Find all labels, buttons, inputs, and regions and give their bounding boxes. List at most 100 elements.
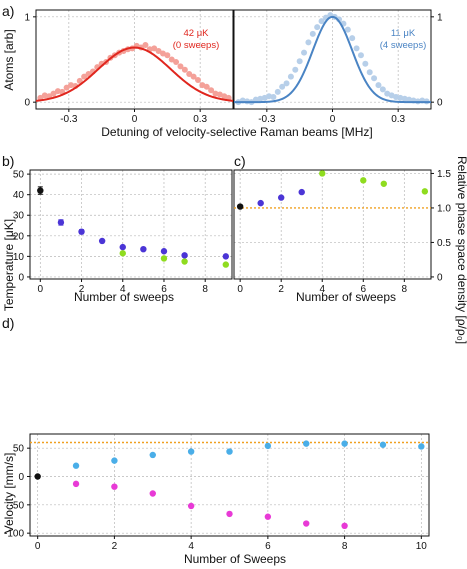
a-left-point-0-10 [81, 73, 88, 80]
c-xlabel: Number of sweeps [296, 290, 396, 304]
a-left-point-0-30 [168, 56, 175, 63]
c-ytick-label-1: 0.5 [437, 238, 451, 249]
d-point-1-7 [341, 440, 348, 447]
a-left-ytick-label-1: 1 [24, 12, 30, 23]
a-left-point-0-39 [208, 87, 215, 94]
c-ytick-label-2: 1.0 [437, 203, 451, 214]
a-left-point-0-29 [164, 52, 171, 59]
d-frame [29, 433, 430, 537]
b-frame [29, 169, 233, 280]
d-point-2-5 [264, 513, 272, 520]
a-left-point-0-36 [194, 76, 201, 83]
a-right-annotation-temp: 11 μK [391, 28, 416, 39]
c-xtick-label-1: 2 [278, 284, 284, 295]
a-right-point-0-13 [292, 66, 299, 73]
a-left-ytick-label-0: 0 [24, 98, 30, 109]
a-right-point-0-32 [375, 82, 382, 89]
c-xtick-label-3: 6 [361, 284, 367, 295]
c-point-2-0 [319, 170, 326, 177]
c-xtick-label-0: 0 [237, 284, 243, 295]
d-xtick-label-3: 6 [265, 541, 271, 552]
a-left-point-0-27 [155, 47, 162, 54]
b-ytick-label-4: 40 [13, 190, 25, 201]
b-point-1-4 [140, 245, 147, 253]
d-ytick-label-2: 0 [18, 472, 24, 483]
a-right-point-0-33 [379, 86, 386, 93]
d-point-1-1 [111, 457, 118, 464]
d-xlabel: Number of Sweeps [184, 552, 286, 566]
d-point-2-1 [111, 483, 118, 490]
b-ytick-label-5: 50 [13, 170, 25, 181]
b-point-1-0 [57, 219, 65, 226]
b-ytick-label-2: 20 [13, 231, 25, 242]
a-right-point-0-25 [344, 26, 351, 33]
a-right-point-0-31 [371, 75, 378, 82]
a-left-point-0-35 [190, 73, 197, 80]
b-xtick-label-4: 8 [202, 284, 208, 295]
b-ylabel: Temperature [μK] [2, 219, 16, 311]
d-ytick-label-3: 50 [13, 444, 25, 455]
c-point-1-0 [257, 199, 264, 207]
d-point-1-5 [264, 442, 272, 450]
d-point-0-0 [34, 473, 41, 480]
d-point-1-2 [149, 451, 156, 459]
d-point-1-0 [72, 462, 80, 469]
a-right-point-0-29 [362, 60, 369, 67]
a-right-point-0-16 [305, 39, 312, 46]
a-ylabel: Atoms [arb] [2, 29, 16, 90]
chart-b: 0 2 4 6 8 0 10 20 30 40 50 [13, 169, 233, 295]
c-ytick-label-0: 0 [437, 272, 443, 283]
b-xtick-label-2: 4 [120, 284, 126, 295]
a-left-fit-line [35, 46, 234, 102]
panel-letter-d: d) [2, 315, 14, 331]
c-point-1-1 [277, 194, 285, 201]
d-point-2-4 [226, 510, 233, 518]
a-right-point-0-26 [349, 35, 356, 42]
d-ylabel: Velocity [mm/s] [2, 453, 16, 534]
panel-letter-a: a) [2, 3, 14, 19]
a-right-xtick-label-1: 0 [330, 114, 336, 125]
a-left-point-0-33 [181, 66, 188, 73]
b-point-1-1 [78, 228, 85, 235]
b-point-2-2 [181, 258, 188, 265]
d-xtick-label-5: 10 [416, 541, 428, 552]
b-xlabel: Number of sweeps [74, 290, 174, 304]
a-right-point-0-15 [301, 49, 308, 56]
a-right-xtick-label-0: -0.3 [258, 114, 276, 125]
d-xtick-label-0: 0 [35, 541, 41, 552]
panel-letter-c: c) [234, 153, 246, 169]
d-ytick-label-0: -100 [4, 529, 24, 540]
b-point-2-1 [160, 255, 168, 262]
c-xtick-label-4: 8 [402, 284, 408, 295]
a-left-point-0-31 [173, 59, 180, 66]
c-point-2-3 [421, 188, 429, 195]
a-right-point-0-17 [309, 30, 316, 37]
a-right-annotation-sweeps: (4 sweeps) [380, 40, 426, 51]
a-left-point-0-24 [142, 41, 149, 48]
a-left-xtick-label-2: 0.3 [193, 114, 207, 125]
b-point-1-5 [160, 248, 168, 255]
a-left-xtick-label-0: -0.3 [60, 114, 78, 125]
b-ytick-label-1: 10 [13, 252, 25, 263]
d-point-1-4 [226, 448, 233, 455]
d-point-2-7 [341, 522, 348, 529]
d-point-2-0 [72, 480, 80, 488]
b-point-2-3 [222, 261, 230, 268]
d-point-1-6 [303, 440, 310, 447]
b-point-1-2 [98, 237, 106, 245]
d-point-1-9 [418, 443, 425, 450]
a-right-point-0-10 [279, 83, 286, 90]
b-xtick-label-0: 0 [38, 284, 44, 295]
b-xtick-label-3: 6 [161, 284, 167, 295]
b-point-1-6 [181, 252, 188, 259]
c-point-0-0 [236, 203, 244, 210]
a-left-point-0-26 [151, 45, 158, 52]
a-right-point-0-18 [314, 24, 321, 31]
d-point-1-3 [187, 448, 195, 455]
b-point-0-0 [37, 187, 44, 194]
a-right-point-0-9 [274, 88, 281, 95]
a-right-point-0-19 [318, 18, 325, 25]
c-point-2-1 [360, 177, 367, 184]
a-right-point-0-30 [366, 69, 373, 76]
